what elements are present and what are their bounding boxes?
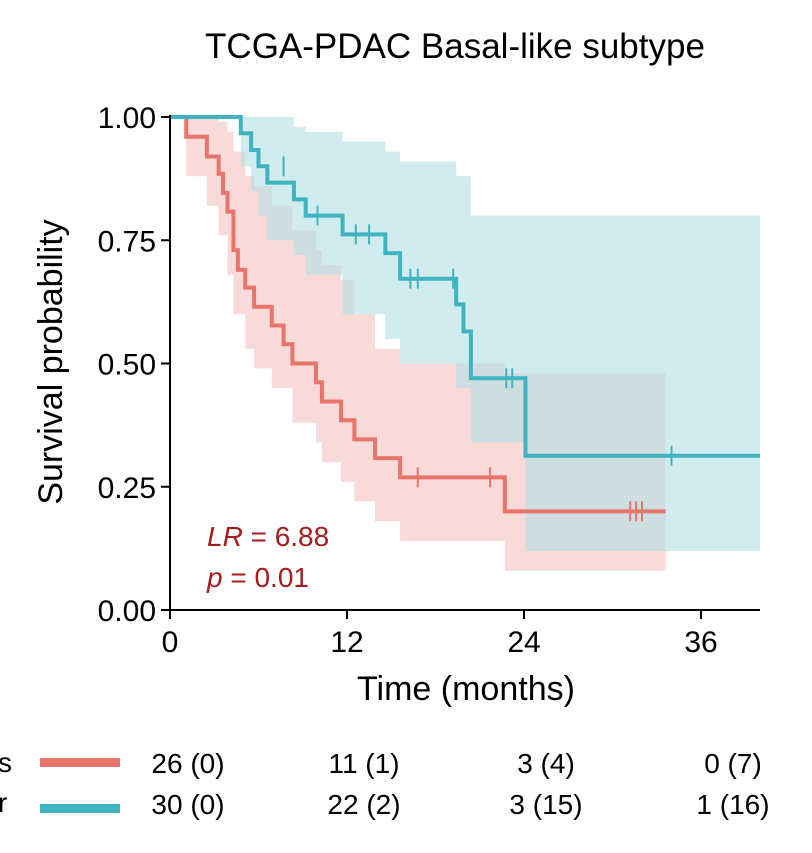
risk-count: 3 (15) [509, 789, 582, 820]
censor-marks [282, 156, 673, 522]
legend-label-series-2: r [0, 787, 7, 818]
legend-swatch-series-1 [40, 758, 120, 767]
y-tick-label: 0.00 [98, 595, 156, 628]
p-value: = 0.01 [223, 562, 309, 593]
confidence-bands [170, 117, 760, 571]
lr-annotation: LR = 6.88 [207, 521, 329, 552]
risk-count: 1 (16) [696, 789, 769, 820]
y-tick-label: 0.25 [98, 472, 156, 505]
axes: 0.00 0.25 0.50 0.75 1.00 0 12 24 36 [98, 102, 760, 659]
risk-count: 11 (1) [328, 748, 399, 779]
y-tick-label: 1.00 [98, 102, 156, 135]
survival-curve-series-2 [170, 115, 760, 458]
risk-count: 26 (0) [151, 748, 224, 779]
p-annotation: p = 0.01 [206, 562, 309, 593]
x-tick-label: 0 [162, 626, 179, 659]
survival-curve-series-1 [170, 115, 666, 514]
risk-count: 3 (4) [517, 748, 575, 779]
y-tick-label: 0.50 [98, 349, 156, 382]
survival-curves [170, 115, 760, 514]
x-tick-label: 24 [507, 626, 540, 659]
risk-count: 30 (0) [151, 789, 224, 820]
lr-value: = 6.88 [243, 521, 329, 552]
p-label: p [206, 562, 223, 593]
x-tick-label: 12 [330, 626, 363, 659]
x-axis-label: Time (months) [357, 670, 575, 708]
risk-table: s r 26 (0) 11 (1) 3 (4) 0 (7) 30 (0) 22 … [0, 747, 770, 820]
y-tick-label: 0.75 [98, 225, 156, 258]
legend-label-series-1: s [0, 747, 12, 778]
chart-title: TCGA-PDAC Basal-like subtype [205, 27, 705, 66]
y-axis-label: Survival probability [32, 219, 70, 504]
risk-count: 22 (2) [327, 789, 400, 820]
risk-count: 0 (7) [704, 748, 762, 779]
legend-swatch-series-2 [40, 804, 120, 813]
x-tick-label: 36 [684, 626, 717, 659]
lr-label: LR [207, 521, 243, 552]
